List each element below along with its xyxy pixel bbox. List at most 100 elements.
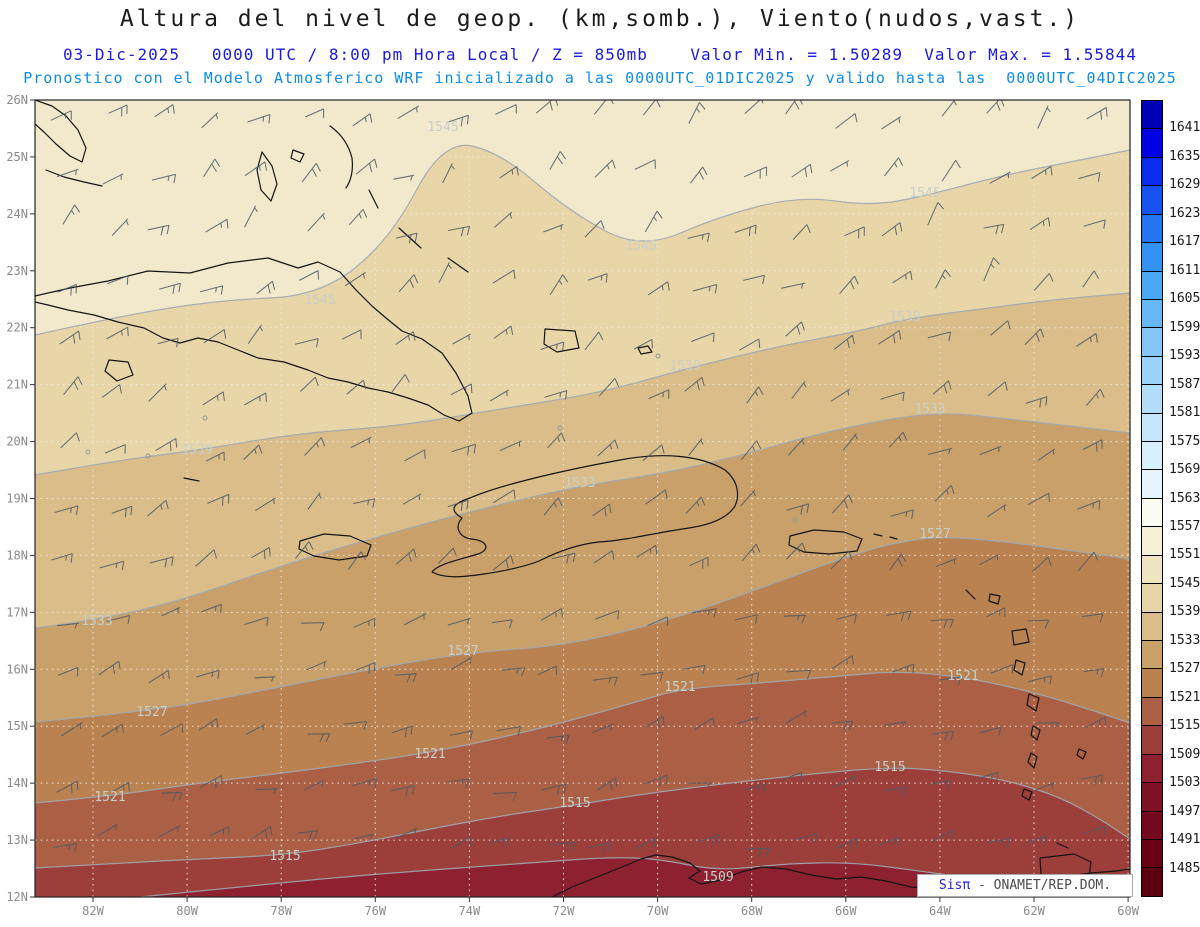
wind-barb	[892, 663, 915, 674]
coastline	[45, 169, 103, 187]
wind-barb	[835, 113, 858, 129]
colorbar-cell	[1142, 299, 1162, 329]
coastline	[447, 257, 469, 273]
wind-barb	[451, 443, 477, 456]
wind-barb	[587, 273, 608, 283]
wind-barb	[635, 838, 657, 850]
wind-barb	[101, 723, 124, 738]
wind-barb	[307, 492, 322, 510]
wind-barb	[499, 440, 522, 452]
lat-label: 18N	[6, 548, 28, 562]
islet-marker	[655, 353, 661, 359]
wind-barb	[990, 320, 1011, 336]
wind-barb	[205, 218, 229, 233]
wind-barb	[301, 622, 325, 632]
wind-barb	[294, 338, 319, 348]
wind-barb	[931, 730, 955, 741]
coastline	[889, 536, 898, 540]
wind-barb	[985, 838, 1011, 848]
wind-barb	[344, 271, 366, 287]
wind-barb	[244, 161, 268, 177]
colorbar-cell	[1142, 584, 1162, 613]
wind-barb	[1038, 448, 1056, 461]
wind-barb	[203, 329, 227, 344]
lat-label: 17N	[6, 605, 28, 619]
wind-barb	[844, 226, 865, 239]
wind-barb	[307, 212, 326, 232]
wind-barb	[450, 656, 473, 671]
wind-barb	[201, 112, 219, 129]
wind-barb	[584, 220, 605, 238]
wind-barb	[791, 380, 807, 399]
contour-label: 1515	[874, 760, 905, 775]
colorbar-label: 1581	[1169, 405, 1200, 421]
lon-label: 64W	[929, 904, 951, 918]
wind-barb	[830, 550, 853, 570]
wind-barb	[247, 324, 264, 345]
wind-barb	[1083, 668, 1105, 678]
wind-barb	[295, 541, 314, 559]
coastline	[788, 529, 863, 555]
contour-label: 1545	[427, 120, 458, 135]
wind-barb	[831, 494, 853, 514]
colorbar-cell	[1142, 356, 1162, 386]
colorbar-label: 1575	[1169, 433, 1200, 449]
wind-barb	[398, 274, 419, 293]
contour-line-1527	[35, 537, 1130, 723]
wind-barb	[684, 376, 705, 392]
wind-barb	[299, 270, 320, 281]
wind-barb	[740, 440, 762, 461]
wind-barb	[688, 437, 704, 456]
wind-barb	[549, 151, 566, 171]
wind-barb	[836, 838, 858, 851]
wind-barb	[839, 275, 859, 295]
wind-barb	[697, 834, 721, 847]
wind-barb	[446, 114, 469, 127]
wind-barb	[736, 672, 760, 684]
wind-barb	[98, 660, 121, 676]
wind-barb	[935, 269, 952, 289]
colorbar-label: 1551	[1169, 547, 1200, 563]
wind-barb	[353, 498, 376, 508]
contour-band-1509	[35, 857, 1130, 897]
colorbar-cell	[1142, 498, 1162, 528]
wind-barb	[1033, 273, 1054, 291]
wind-barb	[395, 548, 417, 565]
wind-barb	[447, 617, 471, 626]
coastline	[1076, 748, 1087, 760]
wind-barb	[97, 823, 118, 837]
wind-barb	[739, 338, 761, 351]
colorbar-cell	[1142, 783, 1162, 812]
wind-barb	[989, 171, 1011, 184]
wind-barb	[355, 662, 376, 674]
colorbar-cell	[1142, 641, 1162, 670]
lon-label: 74W	[459, 904, 481, 918]
wind-barb	[1077, 500, 1101, 510]
coastline	[290, 149, 305, 163]
wind-barb	[550, 841, 576, 851]
islet-marker	[792, 517, 798, 523]
wind-barb	[744, 100, 764, 114]
wind-barb	[306, 660, 327, 671]
wind-barb	[99, 560, 125, 571]
coastline	[1013, 659, 1026, 676]
colorbar-cell	[1142, 669, 1162, 698]
wind-barb	[597, 777, 618, 791]
colorbar-label: 1563	[1169, 490, 1200, 506]
contour-label: 1533	[914, 402, 945, 417]
wind-barb	[987, 504, 1007, 518]
lat-label: 24N	[6, 207, 28, 221]
lon-label: 62W	[1023, 904, 1045, 918]
wind-barb	[833, 775, 857, 788]
wind-barb	[643, 774, 668, 787]
wind-barb	[746, 386, 764, 404]
wind-barb	[592, 503, 612, 517]
colorbar-cell	[1142, 839, 1162, 869]
colorbar-cell	[1142, 157, 1162, 187]
colorbar-cell	[1142, 328, 1162, 357]
wind-barb	[881, 116, 902, 130]
wind-barb	[450, 383, 473, 396]
wind-barb	[791, 163, 813, 178]
wind-barb	[786, 669, 812, 679]
colorbar-cell	[1142, 612, 1162, 642]
